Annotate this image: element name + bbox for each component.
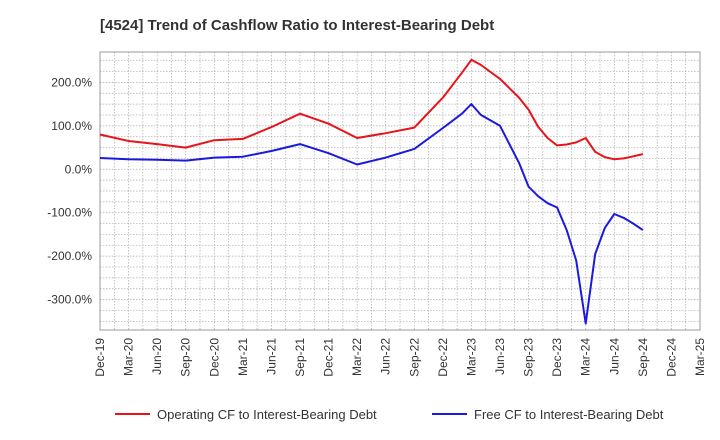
x-tick-label: Sep-23: [522, 338, 536, 377]
x-tick-label: Dec-19: [93, 338, 107, 377]
x-tick-label: Mar-21: [236, 338, 250, 376]
x-tick-label: Sep-22: [407, 338, 421, 377]
x-tick-label: Dec-21: [322, 338, 336, 377]
legend-label: Operating CF to Interest-Bearing Debt: [157, 407, 377, 422]
x-tick-label: Sep-20: [179, 338, 193, 377]
series-group: [99, 58, 644, 325]
x-tick-label: Sep-21: [293, 338, 307, 377]
grid: [100, 52, 700, 330]
series-line-1: [99, 58, 644, 161]
y-tick-label: 100.0%: [51, 119, 92, 133]
x-tick-label: Jun-22: [379, 338, 393, 375]
x-axis: Dec-19 Mar-20 Jun-20 Sep-20 Dec-20 Mar-21 Jun-…: [93, 338, 707, 377]
x-tick-label: Dec-24: [664, 338, 678, 377]
x-tick-label: Dec-22: [436, 338, 450, 377]
x-tick-label: Jun-20: [150, 338, 164, 375]
chart-title: [4524] Trend of Cashflow Ratio to Intere…: [100, 17, 494, 34]
x-tick-label: Mar-20: [122, 338, 136, 376]
legend: Operating CF to Interest-Bearing Debt Fre…: [115, 407, 664, 422]
x-tick-label: Jun-24: [607, 338, 621, 375]
x-tick-label: Mar-25: [693, 338, 707, 376]
x-tick-label: Mar-22: [350, 338, 364, 376]
plot-area: [99, 51, 701, 331]
y-tick-label: -100.0%: [47, 206, 92, 220]
x-tick-label: Mar-24: [579, 338, 593, 376]
x-tick-label: Jun-23: [493, 338, 507, 375]
y-tick-label: 200.0%: [51, 75, 92, 89]
x-tick-label: Mar-23: [464, 338, 478, 376]
x-tick-label: Dec-23: [550, 338, 564, 377]
x-tick-label: Dec-20: [207, 338, 221, 377]
y-tick-label: -300.0%: [47, 293, 92, 307]
y-tick-label: 0.0%: [65, 162, 93, 176]
x-tick-label: Jun-21: [264, 338, 278, 375]
y-axis: 200.0% 100.0% 0.0% -100.0% -200.0% -300.0%: [47, 75, 92, 306]
legend-label: Free CF to Interest-Bearing Debt: [474, 407, 664, 422]
y-tick-label: -200.0%: [47, 249, 92, 263]
x-tick-label: Sep-24: [636, 338, 650, 377]
series-line-2: [99, 103, 644, 325]
